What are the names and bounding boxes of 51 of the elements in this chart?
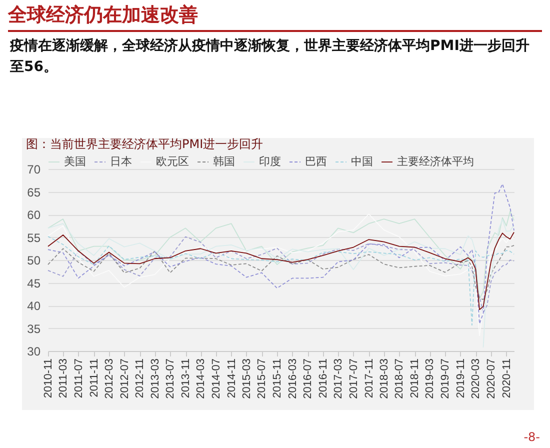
x-tick-label: 2011-11 [88, 358, 100, 398]
x-tick-label: 2019-03 [424, 358, 436, 399]
x-tick-label: 2014-07 [210, 358, 222, 399]
y-tick-label: 40 [27, 299, 41, 313]
x-tick-label: 2018-11 [409, 358, 422, 398]
y-tick-label: 30 [27, 344, 41, 358]
x-tick-label: 2014-03 [195, 358, 208, 399]
x-tick-label: 2012-11 [134, 358, 146, 398]
x-tick-label: 2013-03 [149, 358, 162, 399]
y-tick-label: 55 [27, 230, 41, 245]
legend-label: 日本 [110, 155, 132, 168]
x-tick-label: 2018-07 [394, 358, 406, 399]
y-tick-label: 35 [27, 322, 41, 336]
y-tick-label: 70 [27, 162, 41, 176]
x-tick-label: 2015-03 [240, 358, 253, 399]
legend-label: 巴西 [305, 155, 327, 168]
x-tick-label: 2013-07 [164, 358, 177, 399]
x-tick-label: 2011-03 [58, 358, 70, 398]
x-tick-label: 2016-11 [318, 358, 330, 398]
legend-label: 主要经济体平均 [397, 155, 474, 168]
x-tick-label: 2012-07 [118, 358, 131, 399]
y-tick-label: 50 [27, 254, 41, 268]
x-tick-label: 2017-11 [363, 358, 376, 398]
chart-title: 全球经济仍在加速改善 [8, 2, 542, 32]
legend-label: 韩国 [213, 155, 235, 168]
x-tick-label: 2016-07 [302, 358, 314, 399]
x-tick-label: 2013-11 [180, 358, 192, 398]
legend-label: 印度 [259, 155, 281, 168]
y-tick-label: 60 [27, 208, 41, 222]
x-tick-label: 2020-07 [485, 358, 498, 399]
x-tick-label: 2018-03 [378, 358, 390, 399]
x-tick-label: 2012-03 [103, 358, 116, 399]
x-tick-label: 2014-11 [226, 358, 238, 398]
x-tick-label: 2017-07 [348, 358, 360, 399]
text: -8- [524, 430, 540, 444]
x-tick-label: 2017-03 [332, 358, 345, 399]
y-tick-label: 65 [27, 185, 41, 200]
x-tick-label: 2019-11 [454, 358, 467, 398]
legend-label: 中国 [351, 155, 373, 168]
chart-subtitle: 疫情在逐渐缓解，全球经济从疫情中逐渐恢复，世界主要经济体平均PMI进一步回升至56。 [10, 36, 530, 77]
x-tick-label: 2015-07 [256, 358, 268, 399]
x-tick-label: 2019-07 [439, 358, 452, 399]
x-tick-label: 2016-03 [286, 358, 299, 399]
x-tick-label: 2015-11 [272, 358, 284, 398]
text: 图：当前世界主要经济体平均PMI进一步回升 [26, 136, 264, 153]
y-tick-label: 45 [27, 276, 41, 290]
x-tick-label: 2020-11 [500, 358, 513, 398]
x-tick-label: 2011-07 [72, 358, 85, 398]
x-tick-label: 2020-03 [470, 358, 482, 399]
legend-label: 欧元区 [156, 155, 189, 168]
x-tick-label: 2010-11 [42, 358, 54, 398]
